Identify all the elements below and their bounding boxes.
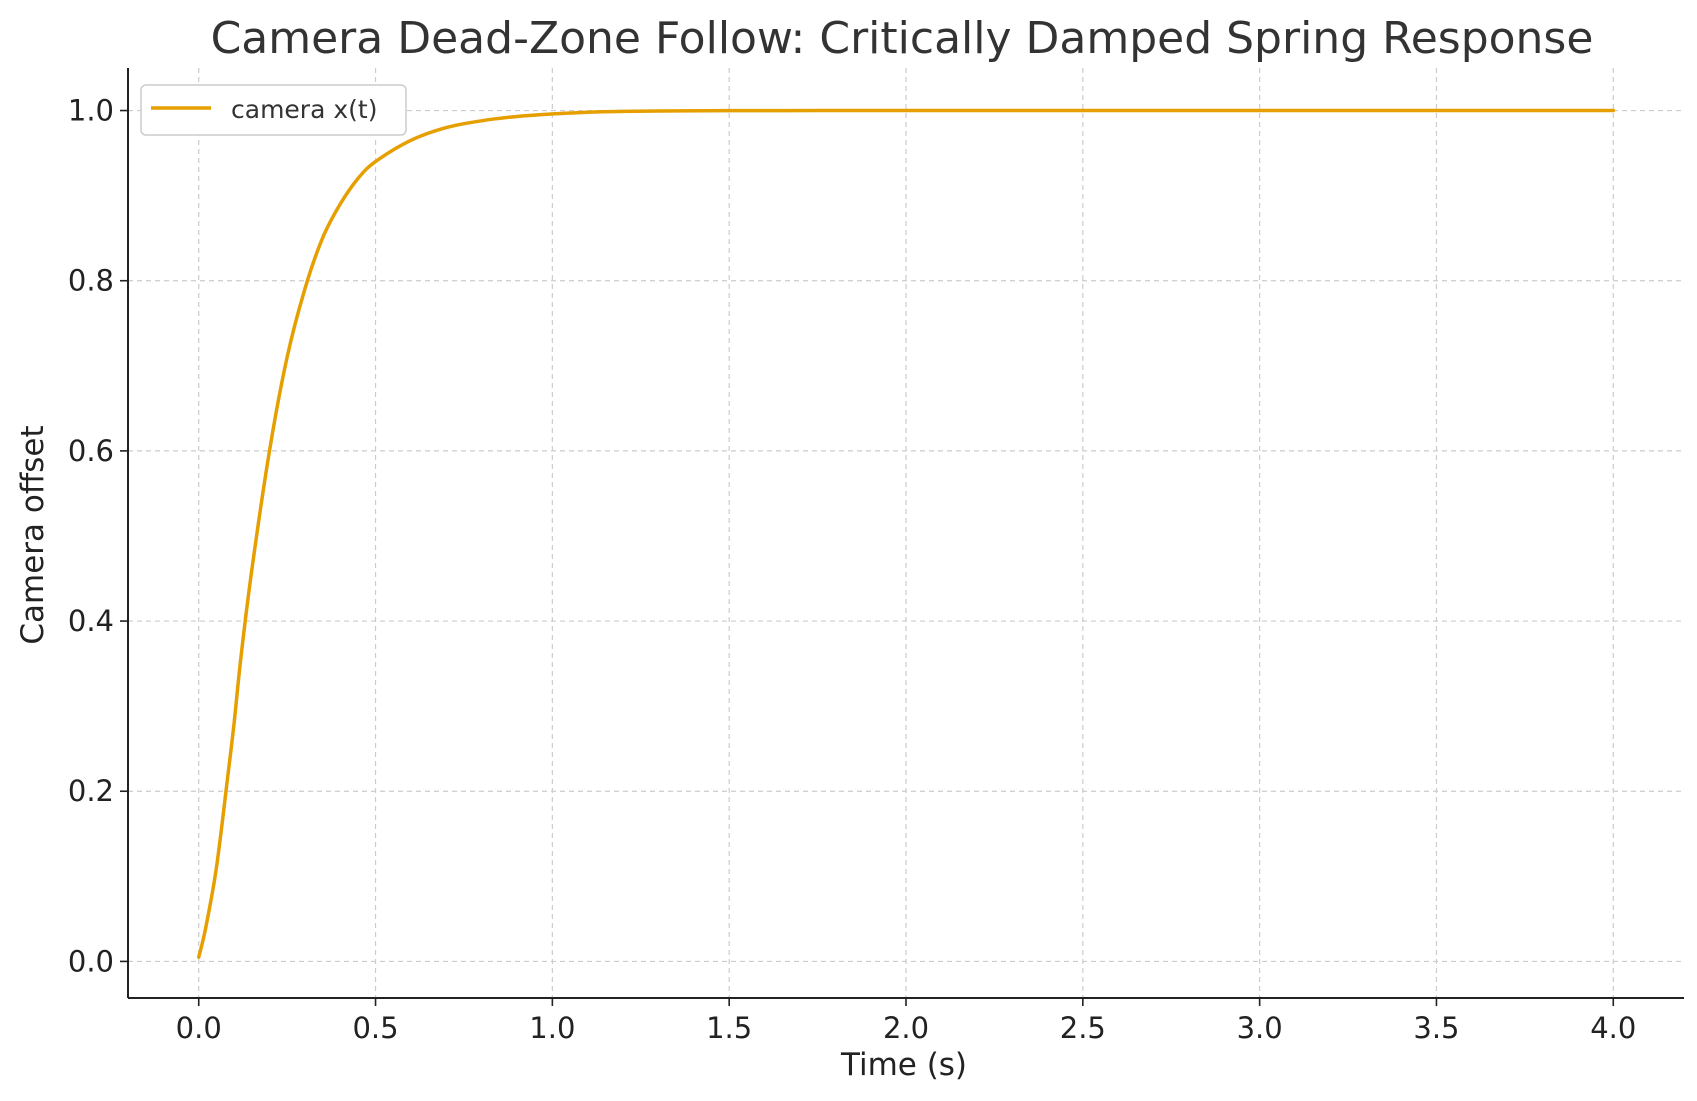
- series-line-camera-x: [196, 108, 1616, 959]
- x-tick-label: 1.5: [706, 1011, 752, 1045]
- y-tick-label: 1.0: [68, 94, 114, 128]
- x-axis-label: Time (s): [840, 1047, 967, 1083]
- x-axis-ticks: 0.0 0.5 1.0 1.5 2.0 2.5 3.0 3.5 4.0: [176, 998, 1636, 1045]
- y-tick-label: 0.4: [68, 604, 114, 638]
- y-tick-label: 0.0: [68, 944, 114, 978]
- legend: camera x(t): [140, 84, 407, 136]
- x-tick-label: 3.0: [1237, 1011, 1283, 1045]
- x-tick-label: 0.0: [176, 1011, 222, 1045]
- y-tick-label: 0.8: [68, 264, 114, 298]
- series-layer: [196, 108, 1616, 959]
- chart-title: Camera Dead-Zone Follow: Critically Damp…: [211, 13, 1594, 64]
- x-tick-label: 2.0: [883, 1011, 929, 1045]
- y-tick-label: 0.6: [68, 434, 114, 468]
- x-tick-label: 2.5: [1060, 1011, 1106, 1045]
- legend-label: camera x(t): [231, 95, 377, 124]
- x-tick-label: 3.5: [1413, 1011, 1459, 1045]
- y-tick-label: 0.2: [68, 774, 114, 808]
- x-tick-label: 4.0: [1590, 1011, 1636, 1045]
- grid: [128, 68, 1684, 998]
- legend-box: [140, 84, 407, 136]
- y-axis-ticks: 0.0 0.2 0.4 0.6 0.8 1.0: [68, 94, 128, 978]
- x-tick-label: 0.5: [352, 1011, 398, 1045]
- x-tick-label: 1.0: [529, 1011, 575, 1045]
- y-axis-label: Camera offset: [15, 425, 51, 644]
